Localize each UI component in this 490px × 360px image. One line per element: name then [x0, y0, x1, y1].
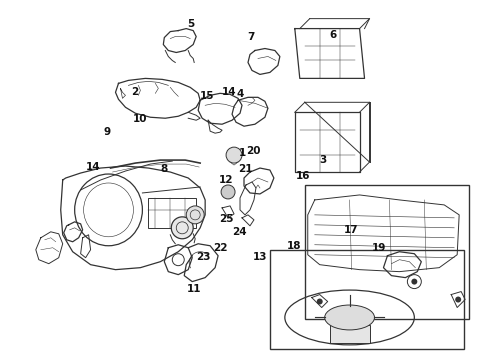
Bar — [148, 198, 196, 228]
Text: 18: 18 — [287, 241, 301, 251]
Circle shape — [221, 185, 235, 199]
Circle shape — [172, 217, 193, 239]
Text: 4: 4 — [237, 89, 244, 99]
Text: 16: 16 — [295, 171, 310, 181]
Text: 23: 23 — [196, 252, 211, 262]
Circle shape — [226, 147, 242, 163]
Text: 22: 22 — [213, 243, 228, 253]
Text: 14: 14 — [85, 162, 100, 172]
Text: 7: 7 — [247, 32, 254, 41]
Text: 10: 10 — [133, 114, 147, 124]
Text: 15: 15 — [200, 91, 215, 101]
Text: 8: 8 — [161, 164, 168, 174]
Text: 9: 9 — [104, 127, 111, 136]
Bar — [270, 250, 464, 349]
Circle shape — [317, 298, 323, 305]
Text: 11: 11 — [187, 284, 201, 294]
Text: 24: 24 — [232, 227, 246, 237]
Text: 5: 5 — [188, 19, 195, 29]
Text: 17: 17 — [344, 225, 359, 235]
Text: 1: 1 — [239, 148, 246, 158]
Text: 20: 20 — [246, 146, 261, 156]
Text: 13: 13 — [252, 252, 267, 262]
Ellipse shape — [325, 305, 374, 330]
Text: 2: 2 — [131, 87, 139, 97]
Text: 3: 3 — [319, 155, 327, 165]
Text: 19: 19 — [372, 243, 387, 253]
Circle shape — [455, 297, 461, 302]
Text: 6: 6 — [329, 30, 337, 40]
Text: 21: 21 — [238, 164, 252, 174]
Circle shape — [186, 206, 204, 224]
Bar — [330, 325, 369, 343]
Text: 25: 25 — [219, 215, 234, 224]
Text: 12: 12 — [219, 175, 234, 185]
Bar — [305, 185, 469, 319]
Circle shape — [412, 279, 417, 285]
Text: 14: 14 — [221, 87, 236, 97]
